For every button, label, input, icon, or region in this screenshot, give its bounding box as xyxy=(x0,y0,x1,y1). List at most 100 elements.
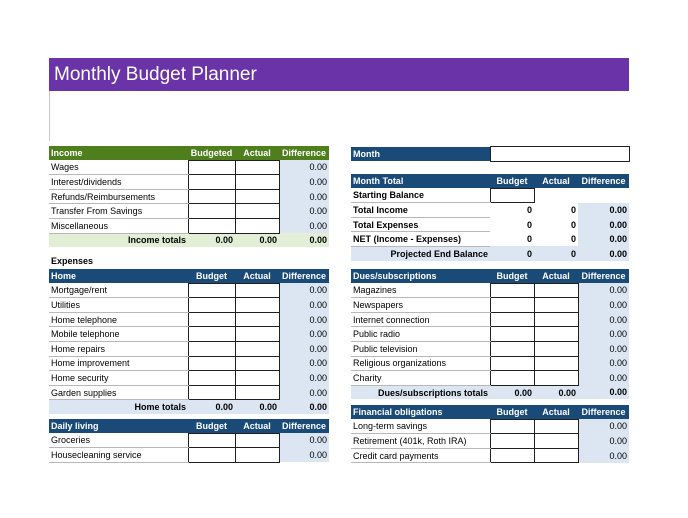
budget-input[interactable] xyxy=(489,370,535,386)
actual-input[interactable] xyxy=(234,326,280,342)
budget-input[interactable] xyxy=(187,340,236,357)
actual-input[interactable] xyxy=(533,297,579,313)
projected-end-balance-label: Projected End Balance xyxy=(351,246,490,261)
actual-input[interactable] xyxy=(234,203,280,219)
budget-input[interactable] xyxy=(187,311,236,328)
actual-input[interactable] xyxy=(234,311,280,328)
difference-value: 0.00 xyxy=(578,419,629,434)
budget-input[interactable] xyxy=(187,432,236,449)
col-difference: Difference xyxy=(279,146,329,161)
home-totals-budget: 0.00 xyxy=(188,399,235,414)
actual-input[interactable] xyxy=(234,159,280,176)
table-row: Interest/dividends 0.00 xyxy=(49,174,329,190)
budgeted-input[interactable] xyxy=(187,159,236,176)
budget-input[interactable] xyxy=(489,282,535,299)
income-header: Income xyxy=(49,146,188,161)
actual-input[interactable] xyxy=(533,326,579,342)
budget-input[interactable] xyxy=(489,355,535,372)
budget-input[interactable] xyxy=(187,447,236,463)
actual-input[interactable] xyxy=(234,297,280,313)
table-row: Housecleaning service 0.00 xyxy=(49,447,329,463)
actual-input[interactable] xyxy=(234,355,280,372)
actual-input[interactable] xyxy=(234,370,280,386)
actual-input[interactable] xyxy=(234,188,280,205)
month-total-header: Month Total xyxy=(351,174,490,189)
budget-input[interactable] xyxy=(489,340,535,357)
col-actual: Actual xyxy=(235,269,279,284)
actual-input[interactable] xyxy=(234,340,280,357)
projected-actual: 0 xyxy=(534,246,578,261)
actual-input[interactable] xyxy=(533,447,579,464)
actual-input[interactable] xyxy=(234,447,280,463)
row-label: NET (Income - Expenses) xyxy=(351,231,490,247)
income-totals-actual: 0.00 xyxy=(235,233,279,248)
actual-input[interactable] xyxy=(234,174,280,190)
budgeted-input[interactable] xyxy=(187,188,236,205)
actual-input[interactable] xyxy=(234,432,280,449)
table-row: Public radio 0.00 xyxy=(351,326,629,342)
home-totals-difference: 0.00 xyxy=(279,399,329,414)
table-row: Home telephone 0.00 xyxy=(49,311,329,328)
starting-balance-input[interactable] xyxy=(489,187,535,204)
difference-value: 0.00 xyxy=(578,448,629,463)
budget-input[interactable] xyxy=(489,326,535,342)
daily-living-header-row: Daily living Budget Actual Difference xyxy=(49,419,329,434)
actual-input[interactable] xyxy=(533,282,579,299)
home-header-row: Home Budget Actual Difference xyxy=(49,269,329,284)
budget-input[interactable] xyxy=(489,418,535,435)
budgeted-input[interactable] xyxy=(187,174,236,190)
actual-input[interactable] xyxy=(533,418,579,435)
table-row: Home improvement 0.00 xyxy=(49,355,329,372)
actual-input[interactable] xyxy=(533,340,579,357)
actual-input[interactable] xyxy=(234,384,280,401)
budget-input[interactable] xyxy=(187,384,236,401)
actual-input[interactable] xyxy=(533,311,579,328)
difference-value: 0.00 xyxy=(279,297,329,313)
actual-input[interactable] xyxy=(533,433,579,449)
row-label: Refunds/Reimbursements xyxy=(49,189,188,205)
financial-obligations-table: Financial obligations Budget Actual Diff… xyxy=(351,405,629,464)
page-title: Monthly Budget Planner xyxy=(54,64,257,85)
financial-header-row: Financial obligations Budget Actual Diff… xyxy=(351,405,629,420)
month-input[interactable] xyxy=(489,146,630,162)
actual-input[interactable] xyxy=(234,217,280,234)
starting-balance-label: Starting Balance xyxy=(351,188,490,204)
budget-input[interactable] xyxy=(187,370,236,386)
difference-value: 0.00 xyxy=(578,341,629,357)
difference-value: 0.00 xyxy=(279,218,329,234)
table-row: Home repairs 0.00 xyxy=(49,340,329,357)
budget-input[interactable] xyxy=(489,311,535,328)
budget-input[interactable] xyxy=(187,297,236,313)
budget-input[interactable] xyxy=(187,282,236,299)
difference-value: 0.00 xyxy=(578,231,629,247)
difference-value: 0.00 xyxy=(578,370,629,386)
budgeted-input[interactable] xyxy=(187,217,236,234)
budget-input[interactable] xyxy=(489,433,535,449)
actual-input[interactable] xyxy=(533,355,579,372)
difference-value: 0.00 xyxy=(578,312,629,327)
row-label: Groceries xyxy=(49,433,188,449)
table-row: Retirement (401k, Roth IRA) 0.00 xyxy=(351,433,629,449)
empty-cell xyxy=(578,188,629,203)
difference-value: 0.00 xyxy=(279,160,329,175)
empty-cell xyxy=(534,188,578,203)
difference-value: 0.00 xyxy=(279,189,329,204)
dues-totals-actual: 0.00 xyxy=(534,385,578,400)
budget-input[interactable] xyxy=(187,355,236,372)
table-row: Credit card payments 0.00 xyxy=(351,447,629,464)
row-label: Transfer From Savings xyxy=(49,203,188,219)
budget-input[interactable] xyxy=(489,297,535,313)
actual-input[interactable] xyxy=(234,282,280,299)
budget-input[interactable] xyxy=(187,326,236,342)
projected-end-balance-row: Projected End Balance 0 0 0.00 xyxy=(351,246,629,261)
budget-input[interactable] xyxy=(489,447,535,464)
financial-header: Financial obligations xyxy=(351,405,490,420)
budget-value: 0 xyxy=(526,234,532,245)
budget-value: 0 xyxy=(526,219,532,230)
budgeted-input[interactable] xyxy=(187,203,236,219)
difference-value: 0.00 xyxy=(279,174,329,190)
table-row: Religious organizations 0.00 xyxy=(351,355,629,372)
row-label: Newspapers xyxy=(351,297,490,313)
actual-input[interactable] xyxy=(533,370,579,386)
row-label: Garden supplies xyxy=(49,385,188,401)
